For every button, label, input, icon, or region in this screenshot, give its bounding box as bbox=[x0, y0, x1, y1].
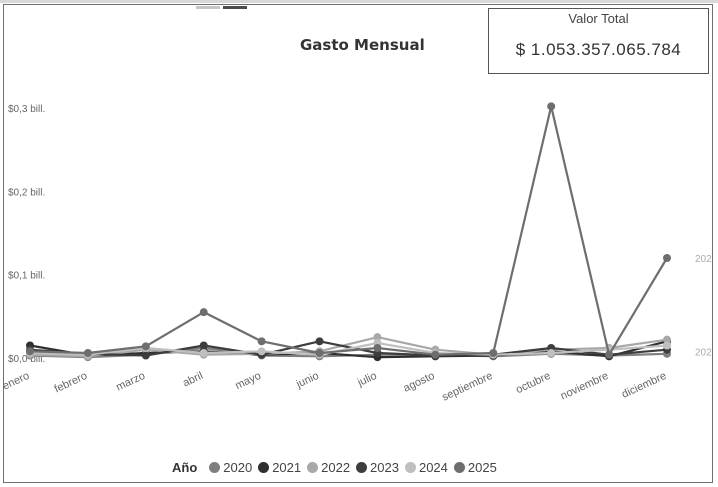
x-tick-label: junio bbox=[294, 370, 321, 391]
data-point-2025[interactable] bbox=[663, 254, 671, 262]
data-point-2025[interactable] bbox=[26, 347, 34, 356]
legend-label: 2022 bbox=[321, 459, 351, 475]
legend-item-2022[interactable]: 2022 bbox=[307, 460, 350, 475]
x-tick-label: agosto bbox=[402, 370, 437, 395]
total-value-card[interactable]: Valor Total $ 1.053.357.065.784 bbox=[488, 8, 709, 74]
legend-label: 2023 bbox=[370, 459, 399, 475]
legend-label: 2025 bbox=[467, 459, 497, 475]
data-point-2023[interactable] bbox=[315, 337, 324, 346]
card-label: Valor Total bbox=[568, 11, 629, 26]
legend-item-2020[interactable]: 2020 bbox=[209, 460, 252, 475]
data-point-2025[interactable] bbox=[489, 349, 498, 357]
legend-marker-icon bbox=[453, 461, 465, 473]
data-point-2025[interactable] bbox=[199, 308, 208, 317]
chart-visual-frame bbox=[3, 4, 713, 483]
focus-handle-right[interactable] bbox=[223, 6, 247, 9]
x-tick-label: noviembre bbox=[559, 370, 611, 403]
legend-item-2025[interactable]: 2025 bbox=[453, 459, 497, 475]
legend-marker-icon bbox=[258, 461, 270, 473]
series-line-2024[interactable] bbox=[29, 341, 668, 356]
x-tick-label: septiembre bbox=[440, 370, 494, 404]
chart-title: Gasto Mensual bbox=[300, 36, 425, 54]
visual-focus-handle[interactable] bbox=[196, 6, 248, 10]
series-line-2025[interactable] bbox=[29, 105, 668, 356]
legend-title: Año bbox=[172, 459, 198, 475]
x-tick-label: abril bbox=[181, 370, 205, 390]
series-end-label: 202 bbox=[695, 347, 712, 358]
card-value: $ 1.053.357.065.784 bbox=[515, 40, 682, 59]
x-tick-label: marzo bbox=[114, 370, 147, 394]
y-tick-label: $0,1 bill. bbox=[8, 271, 45, 282]
data-point-2024[interactable] bbox=[257, 347, 266, 356]
x-tick-label: febrero bbox=[53, 370, 90, 396]
series-line-2023[interactable] bbox=[29, 340, 668, 357]
data-point-2025[interactable] bbox=[83, 349, 92, 357]
legend-item-2023[interactable]: 2023 bbox=[356, 460, 399, 475]
data-point-2023[interactable] bbox=[141, 351, 150, 360]
y-tick-label: $0,3 bill. bbox=[8, 104, 45, 115]
data-point-2025[interactable] bbox=[431, 350, 440, 359]
x-tick-label: diciembre bbox=[620, 370, 668, 401]
series-end-label: 202 bbox=[695, 254, 712, 265]
y-tick-label: $0,0 bill. bbox=[8, 354, 45, 365]
legend-item-2021[interactable]: 2021 bbox=[258, 460, 301, 475]
data-point-2025[interactable] bbox=[141, 342, 150, 351]
data-point-2024[interactable] bbox=[199, 349, 208, 357]
legend-marker-icon bbox=[307, 461, 319, 473]
top-border bbox=[0, 0, 718, 3]
data-point-2025[interactable] bbox=[373, 344, 382, 352]
data-point-2025[interactable] bbox=[605, 350, 614, 359]
data-point-2025[interactable] bbox=[315, 349, 324, 357]
legend-marker-icon bbox=[209, 461, 221, 473]
y-tick-label: $0,2 bill. bbox=[8, 187, 45, 198]
legend-item-2024[interactable]: 2024 bbox=[404, 459, 448, 475]
data-point-2023[interactable] bbox=[199, 341, 208, 350]
x-tick-label: octubre bbox=[514, 370, 552, 396]
x-tick-label: enero bbox=[1, 370, 32, 393]
data-point-2025[interactable] bbox=[257, 337, 266, 346]
legend-label: 2024 bbox=[418, 459, 448, 475]
legend-marker-icon bbox=[356, 461, 368, 473]
focus-handle-left[interactable] bbox=[196, 6, 220, 9]
data-point-2022[interactable] bbox=[663, 335, 671, 344]
data-point-2024[interactable] bbox=[547, 349, 556, 357]
chart-legend: Año 2020 2021 2022 2023 2024 2025 bbox=[172, 457, 503, 477]
legend-label: 2020 bbox=[223, 459, 253, 475]
data-point-2024[interactable] bbox=[663, 341, 671, 350]
data-point-2025[interactable] bbox=[547, 102, 556, 111]
x-tick-label: mayo bbox=[233, 370, 262, 392]
data-point-2022[interactable] bbox=[373, 333, 382, 342]
x-tick-label: julio bbox=[355, 370, 379, 390]
legend-marker-icon bbox=[404, 461, 416, 473]
legend-label: 2021 bbox=[272, 459, 302, 475]
